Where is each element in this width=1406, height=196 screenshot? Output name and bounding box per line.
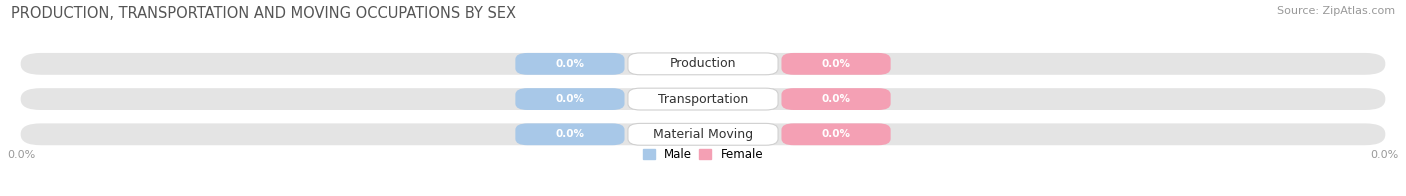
FancyBboxPatch shape (21, 123, 1385, 145)
Text: 0.0%: 0.0% (555, 129, 585, 139)
FancyBboxPatch shape (782, 88, 890, 110)
Text: Source: ZipAtlas.com: Source: ZipAtlas.com (1277, 6, 1395, 16)
FancyBboxPatch shape (21, 53, 1385, 75)
Legend: Male, Female: Male, Female (643, 148, 763, 161)
FancyBboxPatch shape (21, 88, 1385, 110)
FancyBboxPatch shape (516, 123, 624, 145)
Text: PRODUCTION, TRANSPORTATION AND MOVING OCCUPATIONS BY SEX: PRODUCTION, TRANSPORTATION AND MOVING OC… (11, 6, 516, 21)
FancyBboxPatch shape (782, 53, 890, 75)
Text: 0.0%: 0.0% (821, 59, 851, 69)
Text: 0.0%: 0.0% (7, 150, 35, 160)
Text: Material Moving: Material Moving (652, 128, 754, 141)
Text: 0.0%: 0.0% (1371, 150, 1399, 160)
FancyBboxPatch shape (628, 88, 778, 110)
Text: 0.0%: 0.0% (821, 94, 851, 104)
Text: 0.0%: 0.0% (821, 129, 851, 139)
Text: 0.0%: 0.0% (555, 94, 585, 104)
Text: Production: Production (669, 57, 737, 70)
FancyBboxPatch shape (782, 123, 890, 145)
FancyBboxPatch shape (516, 53, 624, 75)
FancyBboxPatch shape (628, 53, 778, 75)
FancyBboxPatch shape (628, 123, 778, 145)
Text: 0.0%: 0.0% (555, 59, 585, 69)
FancyBboxPatch shape (516, 88, 624, 110)
Text: Transportation: Transportation (658, 93, 748, 106)
